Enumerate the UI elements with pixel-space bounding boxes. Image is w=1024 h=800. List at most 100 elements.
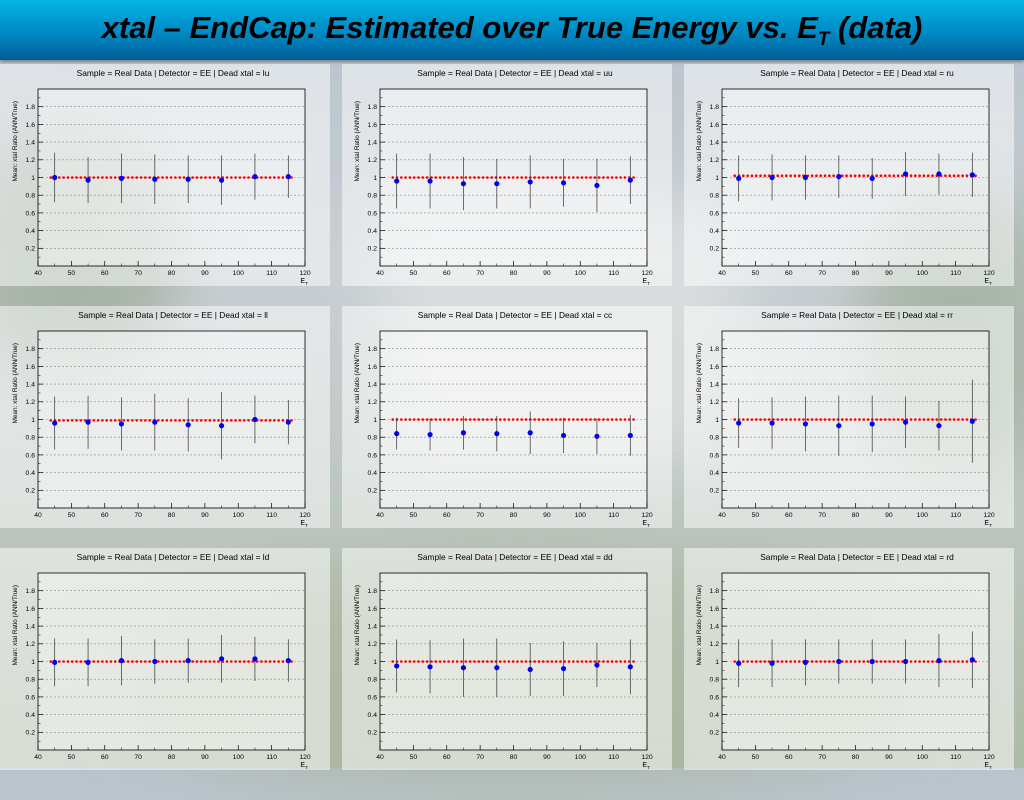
y-tick-label: 0.6	[368, 452, 378, 459]
x-tick-label: 100	[575, 754, 587, 761]
data-point	[460, 665, 467, 671]
y-tick-label: 0.2	[368, 488, 378, 495]
y-tick-label: 1.6	[26, 606, 36, 613]
y-tick-label: 1.4	[368, 624, 378, 631]
y-tick-label: 1.2	[710, 641, 720, 648]
x-tick-label: 50	[68, 512, 76, 519]
data-point	[869, 175, 875, 181]
plot-panel-4: Sample = Real Data | Detector = EE | Dea…	[0, 306, 330, 529]
data-point	[560, 180, 567, 186]
y-axis-label: Mean: xtal Ratio (ANN/True)	[12, 101, 19, 181]
y-axis-label: Mean: xtal Ratio (ANN/True)	[12, 343, 19, 423]
data-point	[52, 174, 58, 181]
x-tick-label: 80	[510, 512, 518, 519]
y-tick-label: 0.6	[368, 694, 378, 701]
page-title-subscript: T	[817, 29, 830, 51]
plot-title: Sample = Real Data | Detector = EE | Dea…	[78, 310, 268, 320]
x-tick-label: 90	[201, 754, 209, 761]
x-tick-label: 40	[34, 512, 42, 519]
x-tick-label: 110	[950, 270, 961, 277]
x-tick-label: 70	[818, 512, 826, 519]
x-tick-label: 70	[476, 754, 484, 761]
x-tick-label: 70	[134, 270, 142, 277]
x-axis-label-subscript: T	[647, 523, 650, 529]
y-tick-label: 1.2	[368, 157, 378, 164]
x-tick-label: 50	[68, 270, 76, 277]
x-tick-label: 100	[233, 512, 245, 519]
plot-panel-9: Sample = Real Data | Detector = EE | Dea…	[684, 548, 1014, 771]
y-tick-label: 0.6	[368, 210, 378, 217]
data-point	[252, 656, 258, 662]
y-tick-label: 0.8	[26, 193, 36, 200]
data-point	[285, 658, 291, 664]
y-axis-label: Mean: xtal Ratio (ANN/True)	[696, 585, 703, 665]
data-point	[836, 174, 842, 180]
data-point	[869, 421, 875, 427]
data-point	[85, 177, 91, 183]
data-point	[527, 179, 533, 185]
y-tick-label: 1.4	[710, 624, 720, 631]
x-tick-label: 50	[752, 754, 760, 761]
y-tick-label: 1	[373, 659, 377, 666]
x-tick-label: 120	[299, 270, 311, 277]
y-tick-label: 0.8	[368, 435, 378, 442]
y-tick-label: 1.6	[368, 606, 378, 613]
data-point	[902, 658, 909, 665]
y-tick-label: 0.2	[368, 730, 378, 737]
x-tick-label: 40	[376, 512, 384, 519]
data-point	[902, 419, 909, 425]
data-point	[285, 174, 291, 180]
y-tick-label: 1.2	[710, 399, 720, 406]
data-point	[802, 174, 809, 181]
data-point	[427, 664, 433, 670]
data-point	[252, 416, 258, 423]
x-tick-label: 40	[718, 512, 726, 519]
data-point	[969, 172, 975, 178]
y-tick-label: 1.4	[26, 624, 36, 631]
data-point	[394, 663, 400, 669]
data-point	[460, 430, 467, 436]
y-tick-label: 0.2	[710, 488, 720, 495]
x-axis-label-subscript: T	[989, 523, 992, 529]
data-point	[218, 656, 225, 662]
y-axis-label: Mean: xtal Ratio (ANN/True)	[12, 585, 19, 665]
y-tick-label: 1.2	[368, 399, 378, 406]
plot-panel-6: Sample = Real Data | Detector = EE | Dea…	[684, 306, 1014, 529]
x-axis-label: E	[984, 278, 989, 285]
x-tick-label: 60	[785, 512, 793, 519]
x-tick-label: 120	[641, 754, 653, 761]
y-tick-label: 0.4	[368, 712, 378, 719]
y-tick-label: 1	[373, 417, 377, 424]
x-tick-label: 110	[608, 512, 619, 519]
plot-title: Sample = Real Data | Detector = EE | Dea…	[418, 310, 613, 320]
x-tick-label: 90	[201, 270, 209, 277]
x-tick-label: 80	[852, 270, 860, 277]
x-tick-label: 80	[168, 270, 176, 277]
data-point	[969, 418, 975, 424]
x-axis-label-subscript: T	[647, 765, 650, 771]
x-tick-label: 70	[818, 270, 826, 277]
x-tick-label: 110	[950, 754, 961, 761]
x-tick-label: 100	[917, 270, 929, 277]
y-axis-label: Mean: xtal Ratio (ANN/True)	[696, 101, 703, 181]
x-tick-label: 80	[510, 754, 518, 761]
data-point	[736, 660, 742, 666]
data-point	[152, 176, 158, 182]
data-point	[394, 178, 400, 184]
data-point	[802, 421, 809, 427]
x-tick-label: 120	[299, 512, 311, 519]
data-point	[494, 665, 500, 671]
x-tick-label: 70	[476, 512, 484, 519]
data-point	[902, 171, 909, 177]
y-tick-label: 1.6	[26, 364, 36, 371]
y-tick-label: 1.4	[26, 140, 36, 147]
x-axis-label: E	[984, 520, 989, 527]
x-tick-label: 110	[950, 512, 961, 519]
x-axis-label-subscript: T	[989, 281, 992, 287]
y-tick-label: 0.6	[26, 452, 36, 459]
x-tick-label: 120	[983, 754, 995, 761]
y-tick-label: 1.2	[710, 157, 720, 164]
y-tick-label: 1.8	[26, 104, 36, 111]
plot-canvas	[342, 306, 672, 528]
x-tick-label: 50	[752, 270, 760, 277]
